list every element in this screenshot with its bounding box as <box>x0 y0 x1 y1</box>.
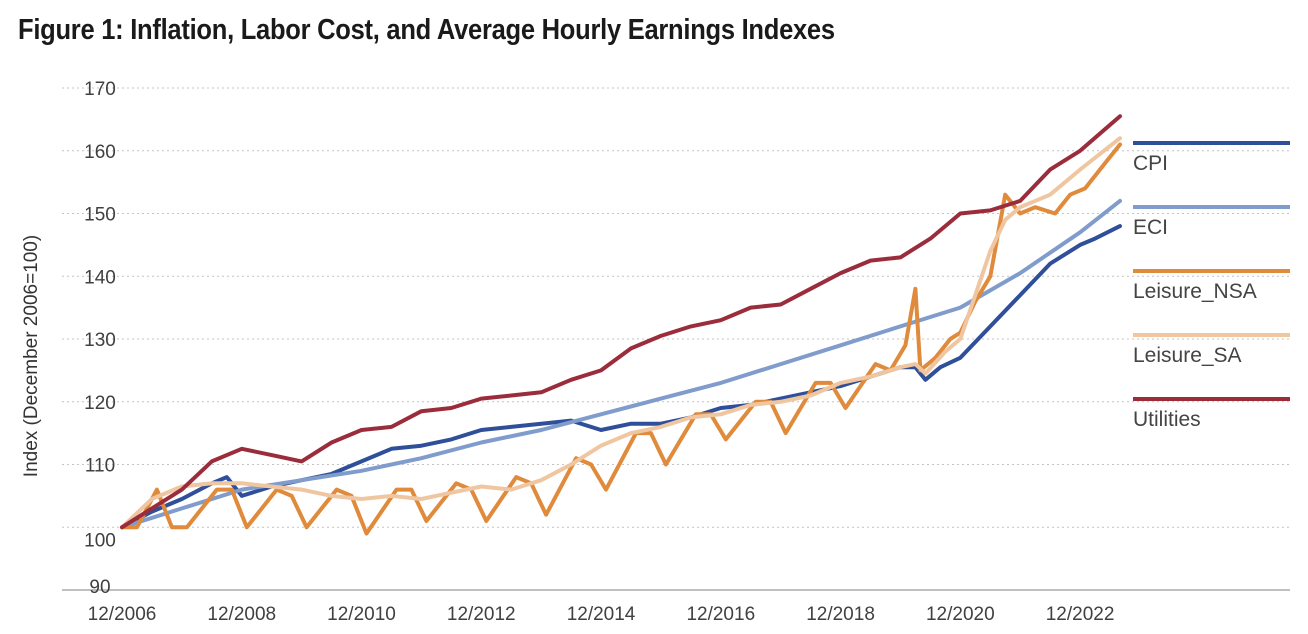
x-tick-label: 12/2012 <box>447 604 516 625</box>
x-tick-label: 12/2006 <box>88 604 157 625</box>
legend-label-leisure-nsa: Leisure_NSA <box>1133 280 1257 303</box>
x-tick-label: 12/2016 <box>686 604 755 625</box>
y-tick-label: 110 <box>85 456 115 477</box>
series-line-eci <box>120 198 1122 530</box>
series-line-cpi <box>120 224 1122 530</box>
legend-label-utilities: Utilities <box>1133 408 1201 431</box>
y-axis-label: Index (December 2006=100) <box>21 235 42 477</box>
x-tick-label: 12/2008 <box>207 604 276 625</box>
y-axis-ticks: 170 160 150 140 130 120 110 100 90 <box>84 79 116 598</box>
series-line-utilities <box>120 114 1122 530</box>
x-tick-label: 12/2022 <box>1046 604 1115 625</box>
x-tick-label: 12/2010 <box>327 604 396 625</box>
x-tick-label: 12/2018 <box>806 604 875 625</box>
series-line-leisure-nsa <box>120 142 1122 536</box>
y-tick-label: 120 <box>84 393 116 414</box>
series-line-leisure-sa <box>120 136 1122 530</box>
chart-title: Figure 1: Inflation, Labor Cost, and Ave… <box>18 14 835 46</box>
x-axis-ticks: 12/2006 12/2008 12/2010 12/2012 12/2014 12/20… <box>88 604 1115 625</box>
x-tick-label: 12/2014 <box>567 604 636 625</box>
y-tick-label: 100 <box>84 530 116 551</box>
legend-label-leisure-sa: Leisure_SA <box>1133 344 1242 367</box>
legend-label-cpi: CPI <box>1133 152 1168 175</box>
x-tick-label: 12/2020 <box>926 604 995 625</box>
y-tick-label: 160 <box>84 142 116 163</box>
y-tick-label: 140 <box>84 267 116 288</box>
y-tick-label: 90 <box>89 577 110 598</box>
y-tick-label: 150 <box>84 205 116 226</box>
series-lines <box>120 114 1122 536</box>
legend: CPI ECI Leisure_NSA Leisure_SA Utilities <box>1133 141 1290 431</box>
legend-label-eci: ECI <box>1133 216 1168 239</box>
y-tick-label: 170 <box>84 79 116 100</box>
y-tick-label: 130 <box>84 330 116 351</box>
gridlines <box>62 87 1290 591</box>
